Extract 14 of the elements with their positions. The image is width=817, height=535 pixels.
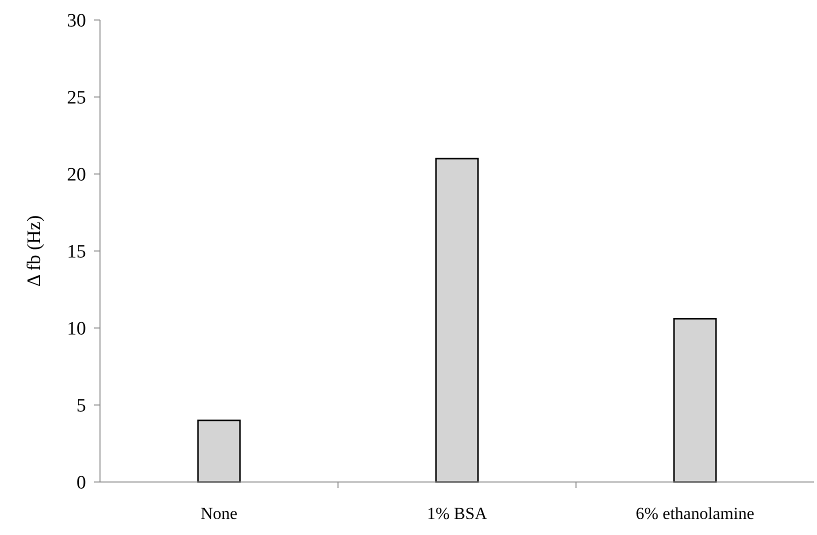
x-tick-label: None [200,504,238,523]
bar [197,420,241,483]
bar [673,318,717,483]
y-tick-label: 20 [67,164,86,186]
y-tick-label: 0 [76,472,86,494]
y-tick-label: 25 [67,88,86,109]
x-tick-label: 6% ethanolamine [636,504,754,523]
y-tick-label: 10 [67,318,86,340]
y-axis-title: Δ fb (Hz) [24,215,45,287]
bar [435,158,479,483]
x-tick-label: 1% BSA [427,504,488,523]
y-tick-label: 5 [76,396,86,417]
y-tick-label: 30 [67,10,86,32]
y-tick-label: 15 [67,242,86,263]
